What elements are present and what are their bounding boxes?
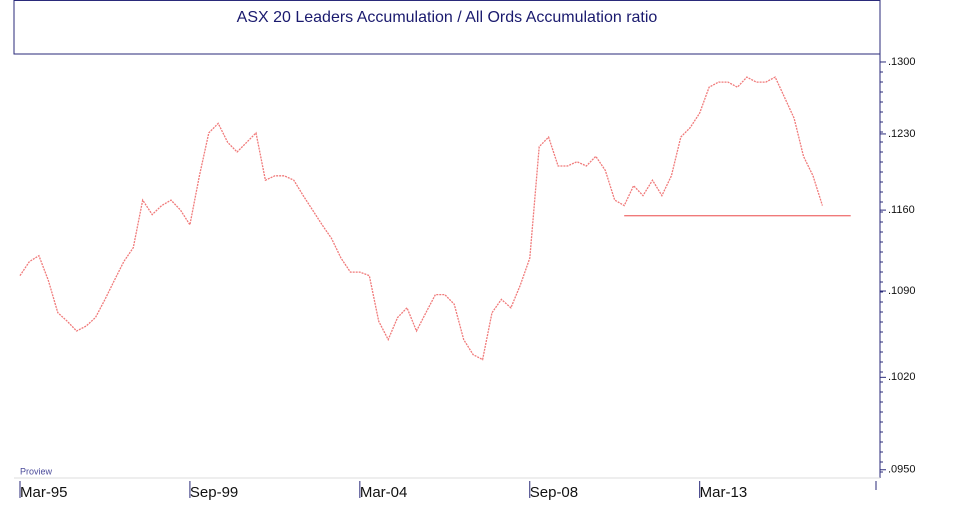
title-box: [13, 0, 881, 55]
watermark: Proview: [20, 466, 53, 476]
y-tick-label: .0950: [888, 464, 916, 476]
x-tick-label: Mar-95: [20, 484, 68, 501]
chart-title: ASX 20 Leaders Accumulation / All Ords A…: [237, 9, 658, 26]
x-tick-label: Sep-08: [530, 484, 578, 501]
x-tick-label: Mar-04: [360, 484, 408, 501]
x-tick-label: Mar-13: [700, 484, 748, 501]
y-tick-label: .1090: [888, 285, 916, 297]
y-tick-label: .1300: [888, 56, 916, 68]
y-tick-label: .1160: [888, 204, 915, 216]
y-tick-label: .1230: [888, 128, 916, 140]
line-series: [19, 76, 824, 361]
y-tick-label: .1020: [888, 371, 916, 383]
x-tick-label: Sep-99: [190, 484, 238, 501]
